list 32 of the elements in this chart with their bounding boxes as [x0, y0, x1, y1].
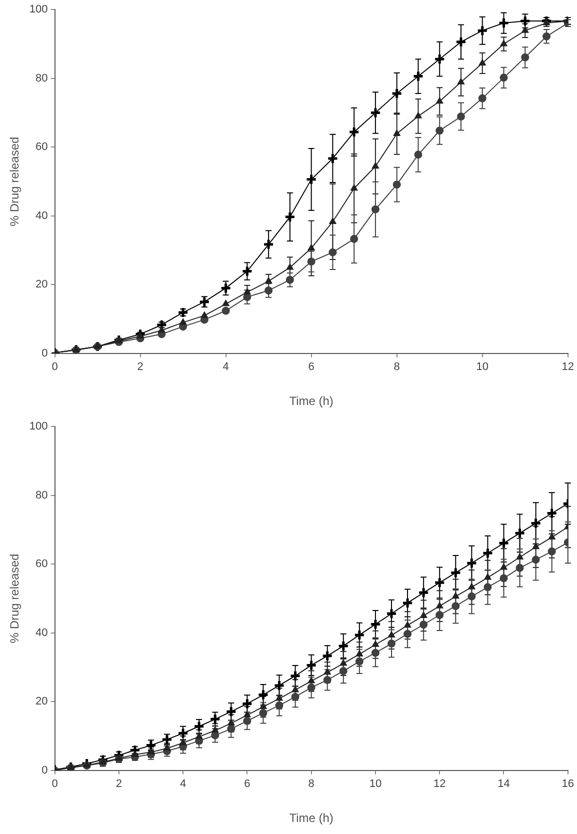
- y-tick-label: 0: [42, 764, 48, 776]
- y-tick-label: 40: [36, 210, 48, 222]
- y-tick-label: 100: [29, 4, 48, 16]
- y-axis-title: % Drug released: [8, 136, 22, 226]
- x-tick-label: 10: [369, 778, 382, 790]
- x-tick-label: 16: [562, 778, 574, 790]
- x-tick-label: 4: [180, 778, 186, 790]
- y-tick-label: 80: [36, 72, 48, 84]
- x-tick-label: 14: [498, 778, 510, 790]
- x-tick-label: 6: [308, 361, 314, 374]
- x-tick-label: 6: [244, 778, 250, 790]
- x-tick-label: 0: [52, 778, 58, 790]
- x-tick-label: 4: [222, 361, 229, 374]
- y-tick-label: 0: [42, 347, 48, 360]
- x-tick-label: 8: [308, 778, 314, 790]
- x-tick-label: 2: [116, 778, 122, 790]
- y-tick-label: 60: [36, 141, 48, 154]
- x-tick-label: 0: [52, 361, 58, 374]
- x-axis-title: Time (h): [289, 811, 334, 826]
- y-tick-label: 80: [36, 489, 48, 502]
- y-tick-label: 60: [36, 558, 48, 570]
- x-tick-label: 2: [137, 361, 144, 374]
- x-axis-title: Time (h): [289, 394, 334, 408]
- y-tick-label: 20: [36, 278, 48, 291]
- x-tick-label: 10: [476, 361, 488, 374]
- y-tick-label: 20: [36, 696, 48, 708]
- y-tick-label: 40: [36, 626, 48, 639]
- x-tick-label: 12: [433, 778, 446, 790]
- x-tick-label: 12: [562, 361, 574, 374]
- y-axis-title: % Drug released: [8, 554, 22, 644]
- y-tick-label: 100: [29, 420, 48, 433]
- x-tick-label: 8: [394, 361, 400, 374]
